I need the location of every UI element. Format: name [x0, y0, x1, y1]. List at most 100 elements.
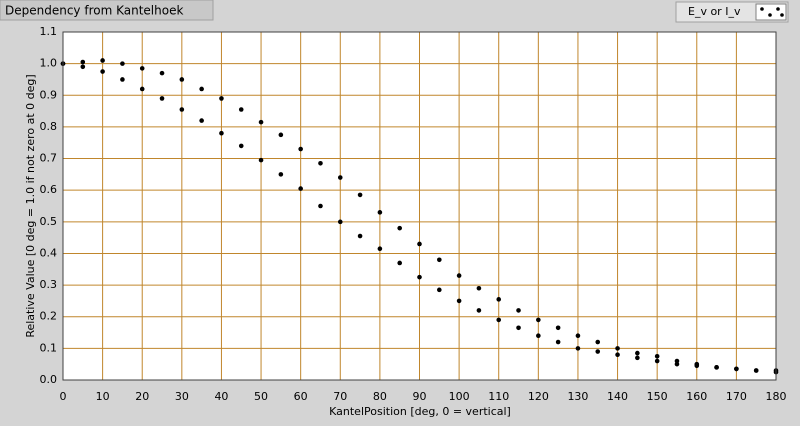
- data-point: [417, 241, 422, 247]
- data-point: [298, 146, 303, 152]
- y-tick-label: 0.8: [40, 120, 58, 133]
- y-tick-label: 0.7: [40, 152, 58, 165]
- data-point: [179, 107, 185, 112]
- data-point: [654, 358, 660, 364]
- data-point: [139, 66, 145, 71]
- x-tick-label: 150: [647, 390, 668, 403]
- x-tick-label: 60: [294, 390, 308, 403]
- data-point: [635, 355, 640, 361]
- y-tick-label: 0.0: [40, 373, 58, 386]
- data-point: [377, 210, 383, 215]
- data-point: [516, 308, 521, 313]
- x-tick-label: 80: [373, 390, 387, 403]
- y-tick-label: 0.2: [40, 310, 58, 323]
- legend-marker: [760, 7, 764, 11]
- y-tick-label: 0.5: [40, 215, 58, 228]
- x-tick-label: 180: [766, 390, 787, 403]
- data-point: [199, 86, 204, 92]
- data-point: [100, 69, 105, 74]
- data-point: [654, 353, 660, 359]
- data-point: [80, 59, 86, 65]
- data-point: [179, 77, 185, 82]
- legend-marker: [768, 13, 772, 17]
- data-point: [397, 260, 402, 266]
- x-tick-label: 40: [214, 390, 228, 403]
- x-tick-label: 120: [528, 390, 549, 403]
- data-point: [120, 61, 125, 66]
- data-point: [437, 287, 442, 293]
- y-tick-label: 1.1: [40, 25, 58, 38]
- legend-marker: [776, 7, 780, 11]
- data-point: [456, 298, 462, 304]
- data-point: [595, 339, 601, 345]
- data-point: [536, 333, 541, 339]
- data-point: [753, 368, 759, 373]
- data-point: [318, 160, 323, 166]
- data-point: [516, 325, 521, 331]
- data-point: [734, 366, 739, 372]
- x-tick-label: 50: [254, 390, 268, 403]
- x-tick-label: 20: [135, 390, 149, 403]
- legend-icon-box: [755, 3, 787, 21]
- data-point: [278, 132, 284, 138]
- x-axis-label: KantelPosition [deg, 0 = vertical]: [329, 405, 511, 418]
- data-point: [318, 203, 323, 209]
- legend-label: E_v or I_v: [688, 5, 741, 18]
- data-point: [476, 285, 482, 291]
- data-point: [100, 58, 105, 63]
- data-point: [476, 308, 482, 313]
- x-tick-label: 170: [726, 390, 747, 403]
- data-point: [337, 175, 343, 180]
- data-point: [536, 317, 541, 323]
- data-point: [397, 225, 402, 231]
- x-tick-label: 110: [488, 390, 509, 403]
- data-point: [219, 96, 224, 101]
- x-tick-label: 160: [686, 390, 707, 403]
- data-point: [258, 157, 264, 163]
- data-point: [635, 350, 640, 356]
- data-point: [357, 233, 363, 239]
- data-point: [575, 346, 581, 351]
- data-point: [714, 365, 719, 370]
- data-point: [555, 325, 561, 331]
- data-point: [674, 358, 680, 364]
- y-tick-label: 0.1: [40, 341, 58, 354]
- data-point: [80, 64, 86, 70]
- data-point: [139, 86, 145, 92]
- data-point: [615, 352, 620, 357]
- data-point: [278, 172, 284, 177]
- data-point: [238, 143, 244, 149]
- data-point: [357, 192, 363, 198]
- x-tick-label: 140: [607, 390, 628, 403]
- data-point: [377, 246, 383, 252]
- x-tick-label: 10: [96, 390, 110, 403]
- data-point: [496, 317, 502, 323]
- x-tick-label: 30: [175, 390, 189, 403]
- y-tick-label: 0.3: [40, 278, 58, 291]
- x-tick-label: 90: [413, 390, 427, 403]
- x-tick-label: 0: [60, 390, 67, 403]
- data-point: [337, 219, 343, 225]
- title-panel: [0, 0, 214, 21]
- data-point: [615, 346, 620, 351]
- x-tick-label: 130: [567, 390, 588, 403]
- data-point: [258, 119, 264, 125]
- data-point: [555, 339, 561, 345]
- data-point: [238, 107, 244, 112]
- data-point: [674, 361, 680, 367]
- plot-border: [62, 31, 777, 381]
- y-tick-label: 0.9: [40, 88, 58, 101]
- data-point: [437, 257, 442, 263]
- data-point: [199, 118, 204, 123]
- data-point: [595, 349, 601, 354]
- data-point: [575, 333, 581, 339]
- y-tick-label: 0.4: [40, 246, 58, 259]
- data-point: [159, 96, 165, 101]
- data-point: [298, 186, 303, 191]
- data-point: [456, 273, 462, 278]
- data-point: [496, 297, 502, 302]
- legend-marker: [780, 13, 784, 17]
- data-point: [417, 274, 422, 280]
